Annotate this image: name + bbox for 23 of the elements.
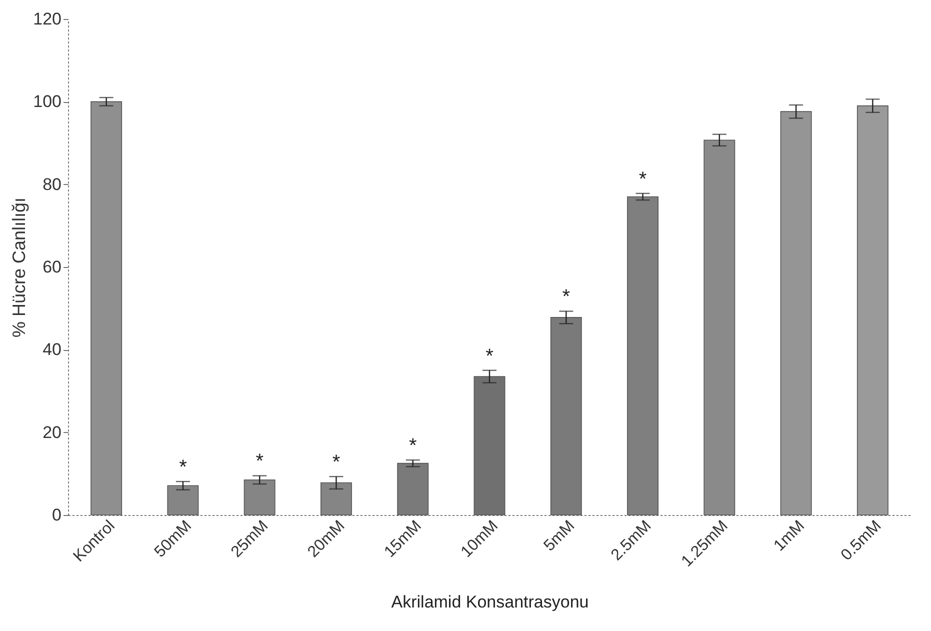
- y-tick-label: 60: [42, 258, 62, 276]
- y-axis-title: % Hücre Canlılığı: [9, 197, 30, 338]
- annotation: *: [179, 456, 188, 479]
- y-tick-label: 80: [42, 174, 62, 194]
- annotation: *: [332, 452, 340, 474]
- bar: [90, 101, 122, 516]
- annotation: *: [486, 345, 494, 368]
- y-tick-label: 100: [33, 92, 62, 112]
- y-tick-label: 0: [52, 506, 62, 524]
- y-tick-label: 120: [33, 10, 62, 28]
- bar: [167, 485, 199, 516]
- bar: [780, 111, 812, 516]
- bar: [320, 482, 352, 516]
- annotation: *: [562, 286, 570, 308]
- annotation: *: [408, 435, 417, 458]
- bar: [244, 479, 276, 516]
- x-axis-title: Akrilamid Konsantrasyonu: [391, 592, 589, 612]
- annotation: *: [256, 450, 264, 473]
- bar: [856, 105, 888, 516]
- y-tick-label: 20: [42, 422, 62, 442]
- annotation: *: [638, 168, 647, 190]
- y-tick-label: 40: [42, 340, 62, 360]
- bar: [704, 140, 736, 516]
